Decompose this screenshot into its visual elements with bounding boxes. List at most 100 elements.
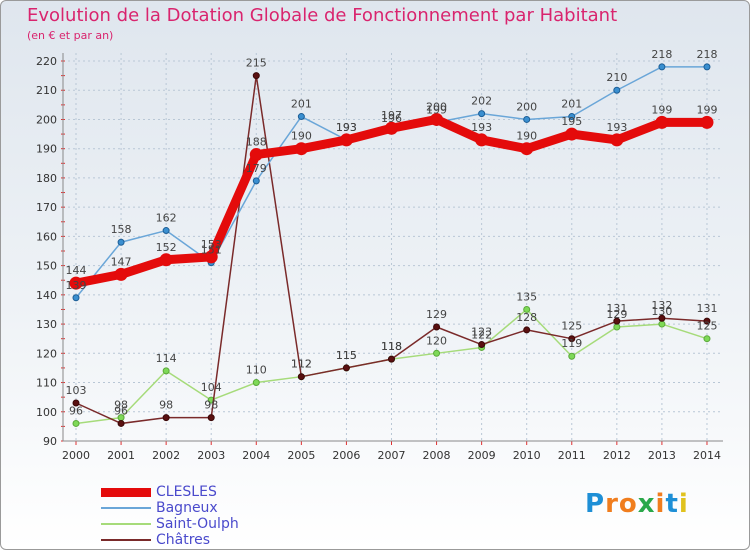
data-label: 218 bbox=[651, 48, 672, 61]
data-label: 122 bbox=[471, 328, 492, 341]
data-label: 201 bbox=[561, 98, 582, 111]
data-label: 130 bbox=[651, 305, 672, 318]
legend-label: Châtres bbox=[156, 532, 211, 548]
data-point bbox=[339, 133, 353, 147]
y-tick-label: 170 bbox=[36, 201, 57, 214]
data-label: 147 bbox=[111, 255, 132, 268]
data-label: 195 bbox=[561, 115, 582, 128]
x-tick-label: 2005 bbox=[287, 449, 315, 462]
data-point bbox=[658, 63, 666, 71]
data-label: 118 bbox=[381, 340, 402, 353]
y-tick-label: 120 bbox=[36, 347, 57, 360]
data-point bbox=[384, 121, 398, 135]
data-label: 215 bbox=[246, 57, 267, 70]
x-tick-label: 2004 bbox=[242, 449, 270, 462]
data-point bbox=[655, 115, 669, 129]
data-label: 197 bbox=[381, 109, 402, 122]
y-tick-label: 200 bbox=[36, 113, 57, 126]
legend-swatch bbox=[101, 487, 151, 497]
data-point bbox=[565, 127, 579, 141]
y-tick-label: 180 bbox=[36, 172, 57, 185]
data-point bbox=[162, 414, 170, 422]
data-label: 199 bbox=[696, 103, 717, 116]
data-label: 153 bbox=[201, 238, 222, 251]
data-label: 129 bbox=[426, 308, 447, 321]
data-point bbox=[433, 323, 441, 331]
x-tick-label: 2013 bbox=[648, 449, 676, 462]
data-point bbox=[610, 133, 624, 147]
data-point bbox=[297, 113, 305, 121]
legend-swatch bbox=[101, 539, 151, 541]
data-label: 96 bbox=[69, 404, 83, 417]
data-label: 114 bbox=[156, 352, 177, 365]
x-tick-label: 2000 bbox=[62, 449, 90, 462]
data-point bbox=[252, 177, 260, 185]
data-point bbox=[430, 112, 444, 126]
data-label: 190 bbox=[291, 130, 312, 143]
x-tick-label: 2001 bbox=[107, 449, 135, 462]
data-label: 98 bbox=[114, 399, 128, 412]
data-label: 188 bbox=[246, 136, 267, 149]
legend-label: CLESLES bbox=[156, 484, 217, 500]
data-label: 120 bbox=[426, 334, 447, 347]
data-label: 115 bbox=[336, 349, 357, 362]
data-label: 129 bbox=[606, 308, 627, 321]
logo-letter: r bbox=[605, 489, 619, 519]
data-label: 152 bbox=[156, 241, 177, 254]
data-point bbox=[159, 253, 173, 267]
data-label: 201 bbox=[291, 98, 312, 111]
legend-label: Bagneux bbox=[156, 500, 218, 516]
data-point bbox=[568, 113, 576, 121]
data-label: 135 bbox=[516, 290, 537, 303]
data-point bbox=[523, 326, 531, 334]
x-tick-label: 2002 bbox=[152, 449, 180, 462]
chart-title: Evolution de la Dotation Globale de Fonc… bbox=[27, 5, 618, 26]
logo-letter: i bbox=[655, 489, 666, 519]
data-label: 98 bbox=[159, 399, 173, 412]
data-label: 218 bbox=[696, 48, 717, 61]
x-tick-label: 2009 bbox=[468, 449, 496, 462]
data-point bbox=[72, 294, 80, 302]
chart-subtitle: (en € et par an) bbox=[27, 29, 114, 42]
y-tick-label: 110 bbox=[36, 377, 57, 390]
data-point bbox=[294, 142, 308, 156]
data-label: 112 bbox=[291, 358, 312, 371]
data-point bbox=[568, 335, 576, 343]
x-tick-label: 2014 bbox=[693, 449, 721, 462]
data-point bbox=[703, 63, 711, 71]
data-label: 200 bbox=[516, 100, 537, 113]
data-point bbox=[72, 399, 80, 407]
data-point bbox=[204, 250, 218, 264]
data-label: 144 bbox=[66, 264, 87, 277]
data-label: 115 bbox=[336, 349, 357, 362]
data-point bbox=[297, 373, 305, 381]
data-point bbox=[117, 419, 125, 427]
data-point bbox=[114, 267, 128, 281]
data-point bbox=[613, 86, 621, 94]
logo-letter: i bbox=[678, 489, 689, 519]
data-point bbox=[72, 419, 80, 427]
data-point bbox=[207, 414, 215, 422]
y-tick-label: 130 bbox=[36, 318, 57, 331]
data-point bbox=[342, 364, 350, 372]
legend-swatch bbox=[101, 507, 151, 509]
data-label: 125 bbox=[561, 320, 582, 333]
data-point bbox=[658, 320, 666, 328]
data-label: 196 bbox=[381, 112, 402, 125]
data-point bbox=[387, 355, 395, 363]
x-tick-label: 2007 bbox=[377, 449, 405, 462]
data-point bbox=[433, 349, 441, 357]
data-label: 110 bbox=[246, 364, 267, 377]
logo-letter: t bbox=[665, 489, 679, 519]
data-label: 200 bbox=[426, 100, 447, 113]
data-point bbox=[249, 148, 263, 162]
data-label: 131 bbox=[606, 302, 627, 315]
data-point bbox=[613, 323, 621, 331]
data-point bbox=[69, 276, 83, 290]
data-label: 132 bbox=[651, 299, 672, 312]
data-label: 193 bbox=[336, 121, 357, 134]
data-point bbox=[252, 72, 260, 80]
x-tick-label: 2010 bbox=[513, 449, 541, 462]
data-point bbox=[475, 133, 489, 147]
